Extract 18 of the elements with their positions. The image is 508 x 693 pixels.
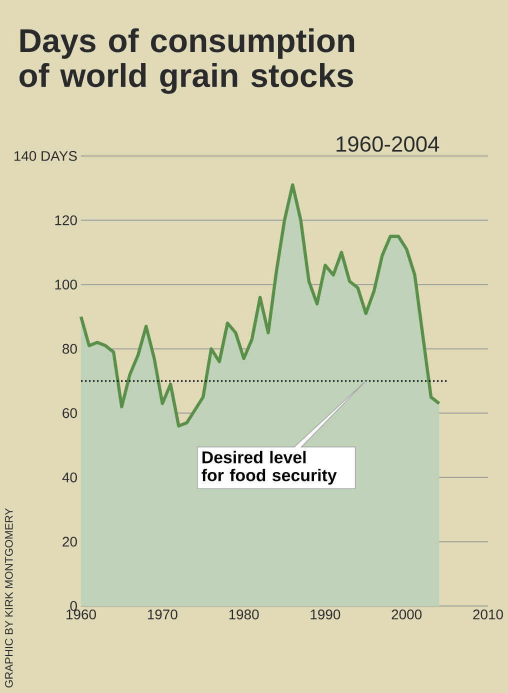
ref-line-label: Desired level for food security xyxy=(202,450,337,485)
y-tick-label: 140 DAYS xyxy=(14,151,77,161)
y-tick-label: 60 xyxy=(62,408,77,418)
x-tick-label: 2000 xyxy=(392,610,422,620)
text: GRAPHIC BY KIRK MONTGOMERY xyxy=(5,508,13,688)
y-tick-label: 80 xyxy=(62,344,77,354)
x-tick-label: 1960 xyxy=(66,610,96,620)
x-tick-label: 1980 xyxy=(229,610,259,620)
x-tick-label: 1970 xyxy=(148,610,178,620)
x-tick-label: 2010 xyxy=(473,610,503,620)
y-tick-label: 0 xyxy=(70,601,77,611)
x-tick-label: 1990 xyxy=(310,610,340,620)
y-tick-label: 20 xyxy=(62,536,77,547)
chart-title: Days of consumption of world grain stocks xyxy=(19,28,354,94)
chart-subtitle: 1960-2004 xyxy=(336,136,440,152)
y-tick-label: 120 xyxy=(55,215,77,226)
y-tick-label: 40 xyxy=(62,472,77,482)
y-tick-label: 100 xyxy=(55,280,77,290)
